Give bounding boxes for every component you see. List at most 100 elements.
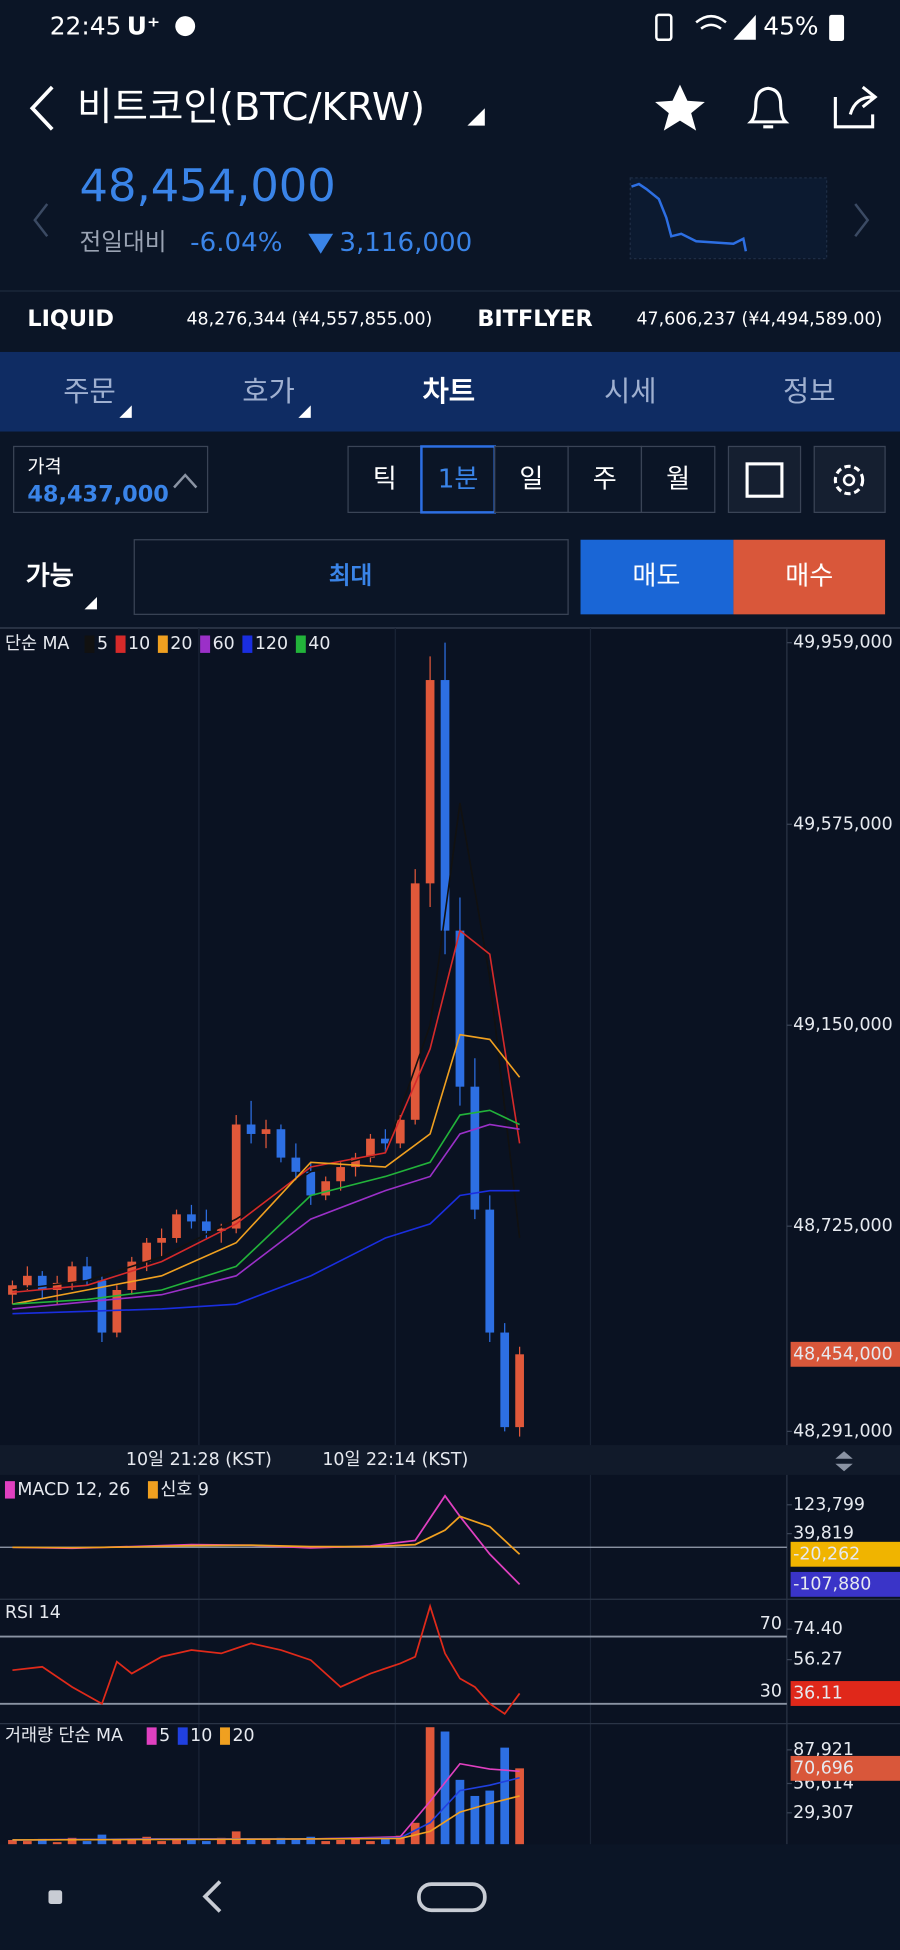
candle-body	[351, 1157, 360, 1168]
settings-icon	[842, 473, 856, 487]
ma-line	[12, 929, 521, 1294]
resize-handle[interactable]	[835, 1451, 853, 1472]
next-button[interactable]	[854, 203, 870, 238]
settings-icon	[833, 464, 865, 496]
alert-button[interactable]	[747, 86, 790, 129]
candle-body	[231, 1124, 241, 1229]
volume-bar	[425, 1727, 435, 1845]
volume-bar	[202, 1841, 211, 1845]
buy-button[interactable]	[733, 539, 886, 615]
sparkline-box	[629, 177, 828, 260]
change-amount: 3,116,000	[339, 228, 472, 258]
y-tick-label: 74.40	[793, 1619, 843, 1639]
candle-body	[246, 1124, 256, 1134]
price-toggle[interactable]	[173, 473, 198, 489]
legend-label: 5	[159, 1726, 170, 1746]
price-box[interactable]	[13, 445, 209, 513]
legend-swatch	[4, 1481, 15, 1499]
favorite-button[interactable]	[655, 84, 705, 131]
candle-body	[425, 680, 435, 884]
legend-label: MACD 12, 26	[17, 1480, 130, 1500]
candle-body	[67, 1266, 77, 1283]
candle-body	[82, 1266, 92, 1281]
sell-button[interactable]	[580, 539, 734, 615]
x-tick-label: 10일 22:14 (KST)	[322, 1450, 468, 1470]
share-button[interactable]	[833, 85, 878, 129]
y-tick-label: 48,725,000	[793, 1216, 893, 1236]
ma-line	[12, 802, 521, 1291]
price-label: 가격	[27, 457, 61, 478]
interval-button[interactable]	[347, 445, 423, 513]
prev-button[interactable]	[33, 203, 49, 238]
legend-swatch	[147, 1481, 158, 1499]
volume-bar	[276, 1837, 286, 1845]
y-tick-label: 39,819	[793, 1524, 854, 1544]
tab[interactable]: 차트	[422, 374, 475, 408]
legend-swatch	[220, 1727, 230, 1745]
title-dropdown[interactable]	[467, 108, 485, 126]
last-value-tag	[790, 1681, 900, 1706]
volume-bar	[187, 1839, 196, 1845]
available-label[interactable]: 가능	[26, 562, 74, 592]
candle-body	[410, 883, 420, 1120]
legend-swatch	[115, 635, 126, 653]
candle-body	[470, 1086, 480, 1210]
drawing-button[interactable]	[727, 445, 802, 513]
current-price: 48,454,000	[80, 159, 336, 212]
legend-label: 5	[97, 634, 108, 654]
volume-bar	[8, 1839, 17, 1845]
tab[interactable]: 주문	[63, 374, 116, 408]
legend-swatch	[200, 635, 211, 653]
interval-button[interactable]	[420, 445, 496, 514]
candle-body	[276, 1129, 286, 1158]
interval-button[interactable]	[640, 445, 716, 513]
wifi-icon	[695, 14, 727, 30]
candle-body	[187, 1214, 196, 1222]
tab[interactable]: 호가	[242, 374, 295, 408]
legend-swatch	[157, 635, 168, 653]
exchange-name: BITFLYER	[477, 306, 592, 332]
home-button[interactable]	[417, 1882, 487, 1913]
quantity-box[interactable]	[133, 539, 569, 615]
interval-label: 일	[519, 465, 543, 495]
chart-area	[0, 628, 900, 1845]
interval-button[interactable]	[567, 445, 643, 513]
change-percent: -6.04%	[190, 228, 282, 258]
volume-bar	[246, 1838, 256, 1845]
legend-label: 신호 9	[160, 1480, 209, 1500]
candle-body	[37, 1275, 47, 1290]
y-tick-label: 49,150,000	[793, 1015, 893, 1035]
last-price-tag	[790, 1341, 900, 1367]
tab[interactable]: 시세	[604, 374, 657, 408]
tab[interactable]: 정보	[783, 374, 836, 408]
x-tick-label: 10일 21:28 (KST)	[126, 1450, 272, 1470]
settings-button[interactable]	[813, 445, 886, 513]
y-tick-label: 56.27	[793, 1650, 843, 1670]
interval-button[interactable]	[494, 445, 569, 513]
candle-body	[261, 1129, 271, 1134]
recent-apps-button[interactable]	[48, 1890, 63, 1904]
drawing-icon	[745, 462, 784, 498]
status-time: 22:45	[50, 11, 122, 40]
nav-back-button[interactable]	[202, 1880, 222, 1913]
volume-bar	[172, 1838, 181, 1845]
candle-body	[366, 1138, 375, 1158]
y-tick-label: 49,959,000	[793, 633, 893, 653]
volume-bar	[410, 1822, 420, 1845]
coin-title[interactable]: 비트코인(BTC/KRW)	[77, 85, 425, 130]
volume-bar	[306, 1836, 316, 1845]
volume-bar	[485, 1790, 495, 1845]
level-label: 70	[760, 1614, 782, 1634]
battery-icon	[829, 14, 845, 42]
max-button[interactable]: 최대	[329, 562, 372, 590]
volume-bar	[336, 1839, 345, 1845]
volume-bar	[366, 1841, 375, 1845]
back-button[interactable]	[29, 85, 54, 131]
legend-swatch	[177, 1727, 188, 1745]
volume-bar	[261, 1839, 271, 1845]
y-tick-label: 123,799	[793, 1495, 865, 1515]
volume-bar	[216, 1837, 226, 1845]
volume-bar	[127, 1839, 137, 1845]
volume-bar	[112, 1838, 122, 1845]
